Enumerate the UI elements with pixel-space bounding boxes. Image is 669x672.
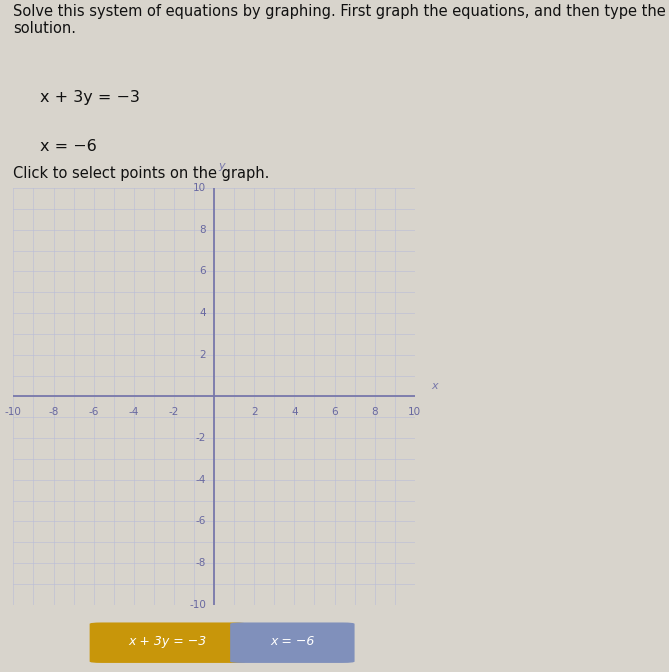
Text: 4: 4 [291,407,298,417]
Text: 4: 4 [199,308,206,318]
Text: -2: -2 [195,433,206,443]
Text: 2: 2 [199,350,206,360]
FancyBboxPatch shape [230,622,355,663]
Text: -10: -10 [189,600,206,610]
Text: Solve this system of equations by graphing. First graph the equations, and then : Solve this system of equations by graphi… [13,4,666,36]
Text: y: y [218,161,225,171]
Text: -6: -6 [88,407,99,417]
Text: -4: -4 [195,475,206,485]
Text: -6: -6 [195,517,206,526]
Text: x + 3y = −3: x + 3y = −3 [129,635,207,648]
Text: x + 3y = −3: x + 3y = −3 [40,90,140,106]
Text: -10: -10 [5,407,22,417]
Text: 6: 6 [199,267,206,276]
FancyBboxPatch shape [90,622,246,663]
Text: -2: -2 [169,407,179,417]
Text: Click to select points on the graph.: Click to select points on the graph. [13,165,270,181]
Text: x = −6: x = −6 [270,635,314,648]
Text: 6: 6 [331,407,338,417]
Text: x: x [431,381,438,391]
Text: 8: 8 [371,407,378,417]
Text: 10: 10 [193,183,206,193]
Text: -4: -4 [128,407,139,417]
Text: x = −6: x = −6 [40,139,97,155]
Text: 10: 10 [408,407,421,417]
Text: -8: -8 [48,407,59,417]
Text: 2: 2 [251,407,258,417]
Text: -8: -8 [195,558,206,568]
Text: 8: 8 [199,225,206,235]
